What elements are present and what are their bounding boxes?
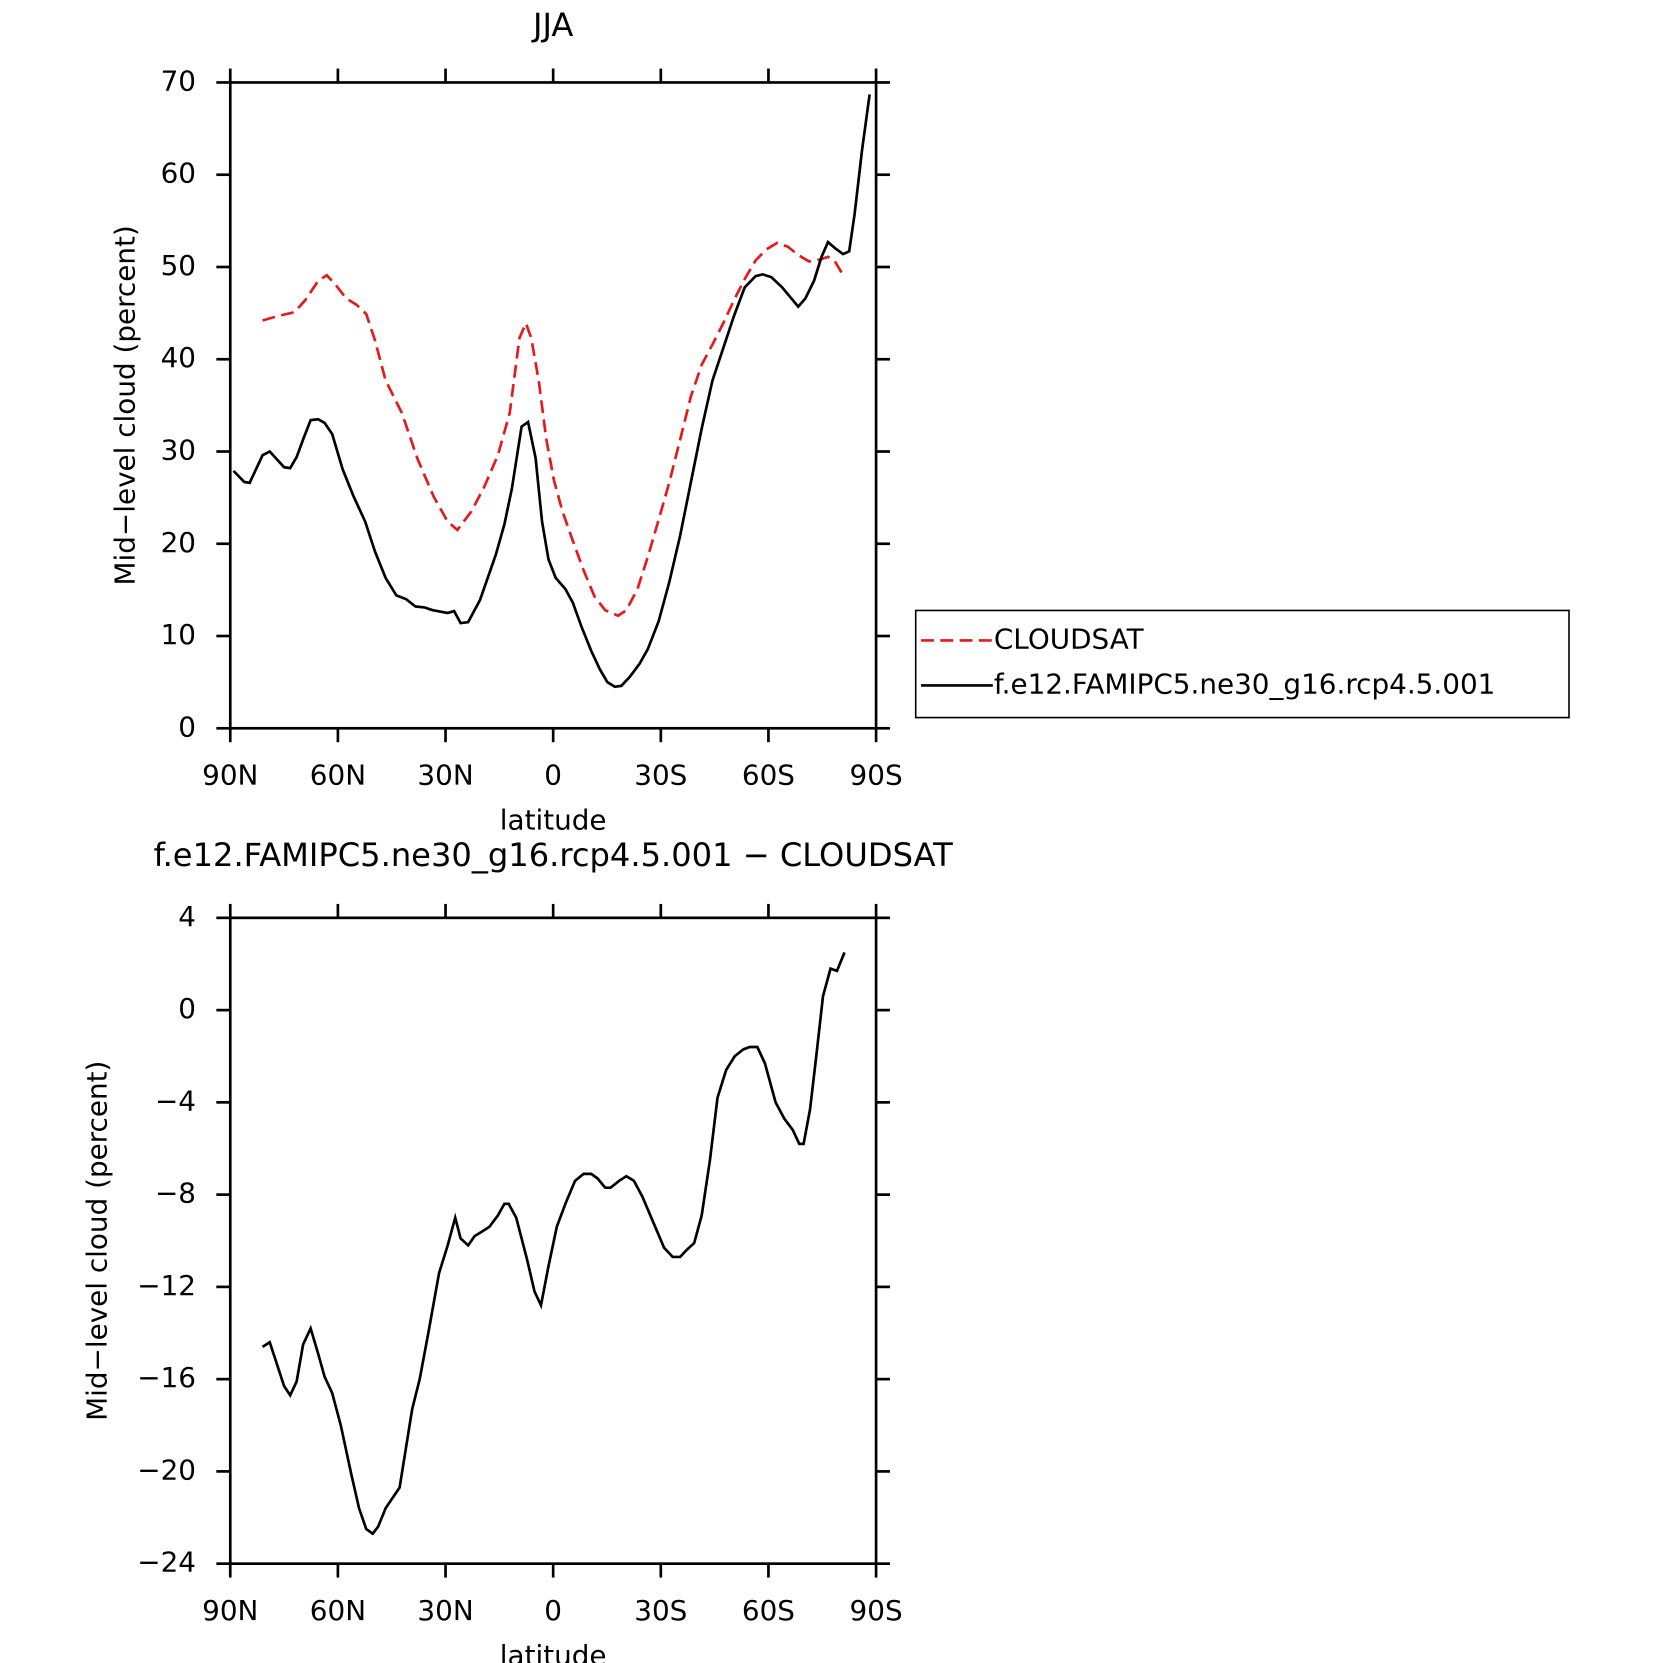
y-tick-label: −4: [155, 1084, 196, 1117]
legend-label: f.e12.FAMIPC5.ne30_g16.rcp4.5.001: [994, 667, 1495, 700]
chart-title: f.e12.FAMIPC5.ne30_g16.rcp4.5.001 − CLOU…: [154, 836, 953, 874]
data-line: [262, 241, 845, 618]
x-tick-label: 0: [544, 1594, 562, 1627]
y-tick-label: 50: [161, 249, 196, 282]
y-tick-label: 10: [161, 618, 196, 651]
data-line: [232, 94, 871, 689]
y-tick-label: −12: [137, 1269, 196, 1302]
y-tick-label: −20: [137, 1453, 196, 1486]
y-tick-label: 30: [161, 434, 196, 467]
y-tick-label: 60: [161, 157, 196, 190]
y-tick-label: 20: [161, 526, 196, 559]
chart-title: JJA: [531, 6, 573, 44]
y-tick-label: 0: [178, 992, 196, 1025]
plot-frame: [228, 81, 878, 730]
x-axis-label: latitude: [500, 1639, 607, 1663]
legend-label: CLOUDSAT: [994, 622, 1145, 655]
data-line: [261, 951, 846, 1536]
y-tick-label: 40: [161, 341, 196, 374]
y-tick-label: 4: [178, 900, 196, 933]
y-tick-label: −8: [155, 1177, 196, 1210]
x-tick-label: 30S: [634, 1594, 687, 1627]
x-tick-label: 60N: [310, 758, 366, 791]
y-axis-label: Mid−level cloud (percent): [81, 1061, 114, 1421]
x-tick-label: 60N: [310, 1594, 366, 1627]
x-tick-label: 90S: [850, 758, 903, 791]
x-tick-label: 90N: [202, 1594, 258, 1627]
plot-area: JJA latitude Mid−level cloud (percent) 0 10 2…: [81, 6, 1570, 1663]
x-tick-label: 0: [544, 758, 562, 791]
x-tick-label: 30N: [417, 758, 473, 791]
y-tick-label: 0: [178, 710, 196, 743]
x-tick-label: 90S: [850, 1594, 903, 1627]
x-tick-label: 60S: [742, 1594, 795, 1627]
x-tick-label: 30S: [634, 758, 687, 791]
y-tick-label: −16: [137, 1361, 196, 1394]
x-axis-label: latitude: [500, 803, 607, 836]
x-tick-label: 30N: [417, 1594, 473, 1627]
y-axis-label: Mid−level cloud (percent): [108, 225, 141, 585]
legend-box: [914, 609, 1570, 719]
y-tick-label: −24: [137, 1546, 196, 1579]
y-tick-label: 70: [161, 64, 196, 97]
x-tick-label: 60S: [742, 758, 795, 791]
x-tick-label: 90N: [202, 758, 258, 791]
